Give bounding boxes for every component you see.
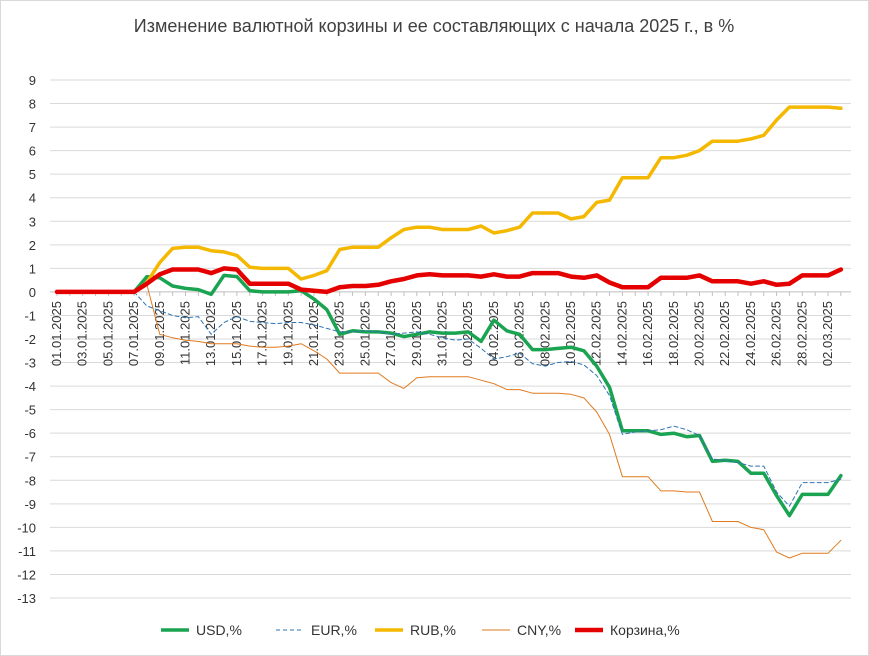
x-tick-label: 05.01.2025	[100, 301, 115, 366]
y-tick-label: 8	[29, 97, 36, 112]
legend-label-0: USD,%	[196, 622, 242, 638]
y-tick-label: -13	[17, 591, 36, 606]
x-tick-label: 14.02.2025	[614, 301, 629, 366]
legend-label-1: EUR,%	[311, 622, 357, 638]
x-tick-label: 08.02.2025	[537, 301, 552, 366]
x-tick-label: 28.02.2025	[794, 301, 809, 366]
y-tick-label: -5	[24, 403, 36, 418]
x-tick-label: 20.02.2025	[692, 301, 707, 366]
y-tick-label: 5	[29, 167, 36, 182]
x-tick-label: 24.02.2025	[743, 301, 758, 366]
series-lines	[54, 105, 844, 559]
y-tick-label: 1	[29, 261, 36, 276]
x-tick-label: 11.01.2025	[178, 301, 193, 365]
y-tick-label: 0	[29, 285, 36, 300]
chart-title: Изменение валютной корзины и ее составля…	[134, 16, 734, 36]
x-tick-label: 26.02.2025	[769, 301, 784, 366]
y-tick-label: 2	[29, 238, 36, 253]
y-tick-label: 9	[29, 73, 36, 88]
x-tick-label: 22.02.2025	[717, 301, 732, 366]
x-tick-label: 04.02.2025	[486, 301, 501, 366]
x-tick-label: 15.01.2025	[229, 301, 244, 366]
y-tick-label: -9	[24, 497, 36, 512]
x-tick-label: 01.01.2025	[49, 301, 64, 366]
x-axis: 01.01.2025 03.01.2025 05.01.2025 07.01.2025…	[49, 291, 842, 366]
x-tick-label: 16.02.2025	[640, 301, 655, 366]
legend-label-4: Корзина,%	[610, 622, 680, 638]
legend: USD,% EUR,% RUB,% CNY,% Корзина,%	[161, 622, 680, 638]
legend-label-2: RUB,%	[410, 622, 456, 638]
series-line-1	[56, 291, 842, 507]
x-tick-label: 10.02.2025	[563, 301, 578, 366]
y-tick-label: 6	[29, 144, 36, 159]
y-tick-label: -7	[24, 450, 36, 465]
x-tick-label: 03.01.2025	[75, 301, 90, 366]
x-tick-label: 02.03.2025	[820, 301, 835, 366]
x-tick-label: 18.02.2025	[666, 301, 681, 366]
y-tick-label: -11	[18, 544, 36, 559]
y-tick-label: -6	[24, 426, 36, 441]
series-line-0	[55, 273, 843, 518]
x-tick-label: 07.01.2025	[126, 301, 141, 366]
y-tick-label: -10	[17, 520, 36, 535]
x-tick-label: 21.01.2025	[306, 301, 321, 366]
legend-label-3: CNY,%	[517, 622, 561, 638]
x-tick-label: 19.01.2025	[280, 301, 295, 366]
y-tick-label: -2	[24, 332, 36, 347]
y-tick-label: -3	[24, 356, 36, 371]
series-line-2	[55, 105, 843, 294]
series-line-4	[54, 266, 844, 295]
y-tick-label: 3	[29, 214, 36, 229]
y-tick-label: 4	[29, 191, 36, 206]
x-tick-label: 12.02.2025	[589, 301, 604, 366]
y-tick-label: -4	[24, 379, 36, 394]
y-axis: 9 8 7 6 5 4 3 2 1 0 -1 -2 -3 -4 -5 -6 -7 -8 -9 -10 -11 -12 -13	[17, 73, 36, 606]
y-tick-label: -12	[17, 567, 36, 582]
y-tick-label: -1	[24, 308, 36, 323]
x-tick-label: 17.01.2025	[255, 301, 270, 366]
y-tick-label: -8	[24, 473, 36, 488]
series-line-3	[56, 284, 842, 559]
y-tick-label: 7	[29, 120, 36, 135]
